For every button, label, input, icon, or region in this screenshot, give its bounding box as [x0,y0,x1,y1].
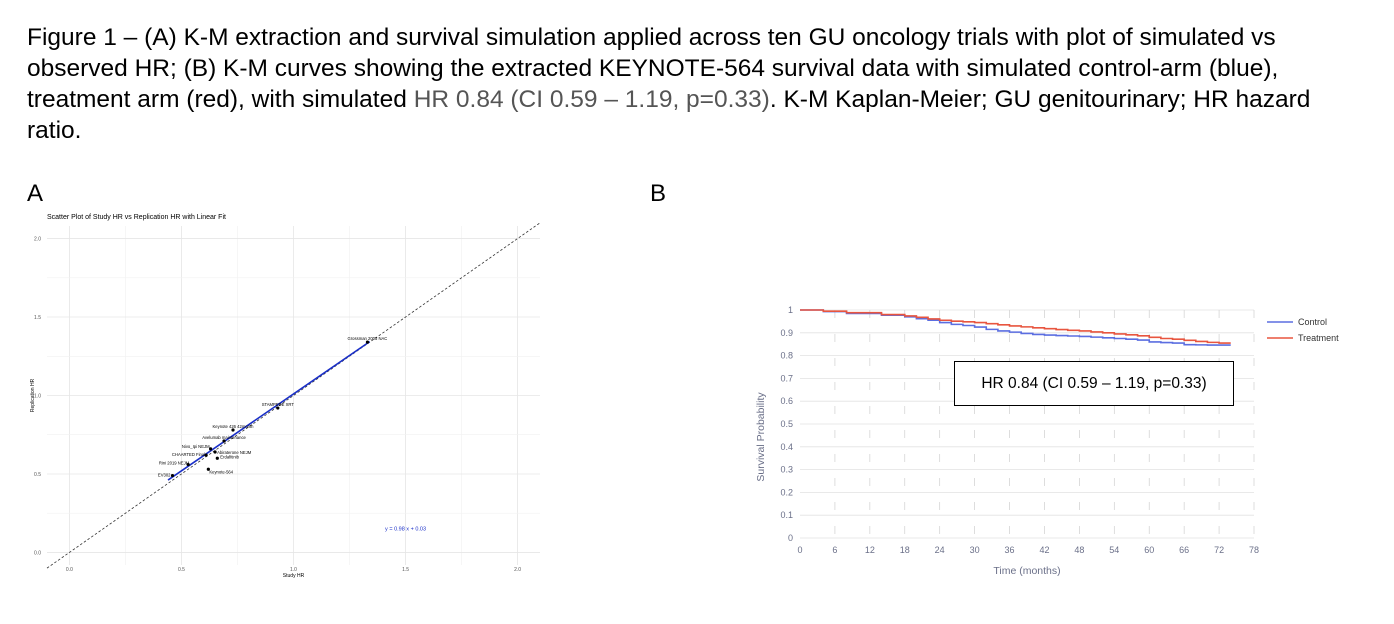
y-tick-label: 2.0 [34,237,41,243]
x-tick-label: 2.0 [514,567,521,573]
point-label: Keynote-564 [209,469,233,474]
y-tick-label: 0.3 [780,465,793,475]
y-tick-label: 0.4 [780,442,793,452]
fit-equation-label: y = 0.98 x + 0.03 [385,526,426,532]
point-label: Grossman 2003 NAC [348,336,388,341]
km-plot-panel-b: 0 0.1 0.2 0.3 0.4 0.5 0.6 0.7 0.8 0.9 1 0 6 12 18 24 30 3… [755,305,1339,577]
point-label: STAMPEDE XRT [262,402,295,407]
x-tick-label: 1.5 [402,567,409,573]
series-line-control [800,309,1231,346]
data-point [215,456,219,460]
caption-text-1: Figure 1 – (A) K-M extraction and surviv… [27,24,1279,113]
x-tick-label: 66 [1179,545,1189,555]
data-point [365,340,370,344]
y-tick-label: 1.0 [34,394,41,400]
y-axis-label: Replication HR [30,378,36,412]
point-label: Rini 2019 NEJM [159,461,190,466]
y-tick-label: 1 [788,305,793,315]
x-tick-label: 60 [1144,545,1154,555]
data-point [222,439,226,443]
hr-annotation-box: HR 0.84 (CI 0.59 – 1.19, p=0.33) [954,361,1234,406]
point-label: Nivo_Ipi NEJM [182,444,210,449]
x-tick-label: 72 [1214,545,1224,555]
x-tick-label: 0 [797,545,802,555]
point-label: Keynote 426 42month [213,424,255,429]
data-point [208,447,213,451]
data-point [170,473,175,478]
x-tick-label: 12 [865,545,875,555]
data-point [204,453,208,457]
y-tick-label: 0.7 [780,373,793,383]
scatter-plot-panel-a: Scatter Plot of Study HR vs Replication … [30,214,541,579]
x-tick-label: 48 [1074,545,1084,555]
x-tick-label: 24 [935,545,945,555]
y-tick-label: 0.5 [780,419,793,429]
y-tick-label: 0.5 [34,472,41,478]
reference-line-dashed [46,222,541,569]
y-tick-label: 0.9 [780,328,793,338]
point-label: CHAARTED Final [172,452,205,457]
x-tick-label: 54 [1109,545,1119,555]
scatter-title: Scatter Plot of Study HR vs Replication … [47,214,226,221]
data-point [276,406,280,410]
y-axis-label: Survival Probability [755,392,767,482]
point-label: Abiraterone NEJM [217,450,252,455]
x-tick-label: 36 [1005,545,1015,555]
y-tick-label: 0 [788,533,793,543]
y-tick-label: 0.2 [780,487,793,497]
caption-text-2: . K-M Kaplan-Meier; GU genitourinary; HR… [27,86,1311,144]
x-tick-label: 78 [1249,545,1259,555]
linear-fit-line [167,340,371,481]
x-axis-label: Time (months) [993,565,1060,577]
point-label: Erdafitinib [220,454,239,459]
y-tick-label: 1.5 [34,315,41,321]
point-label: Avelumab maintenance [202,435,246,440]
x-tick-label: 1.0 [290,567,297,573]
data-point [231,428,235,432]
series-line-treatment [800,309,1231,344]
x-axis-label: Study HR [283,573,305,579]
point-label: EV302 [158,473,171,478]
y-tick-label: 0.8 [780,351,793,361]
panel-a-letter: A [27,180,44,207]
hr-annotation-text: HR 0.84 (CI 0.59 – 1.19, p=0.33) [981,374,1207,392]
y-tick-label: 0.6 [780,396,793,406]
caption-hr-highlight: HR 0.84 (CI 0.59 – 1.19, p=0.33) [413,86,770,113]
data-point [186,462,190,467]
x-tick-label: 6 [832,545,837,555]
legend-label-treatment: Treatment [1298,333,1339,343]
panel-b-letter: B [650,180,667,207]
x-tick-label: 0.0 [66,567,73,573]
x-tick-label: 30 [970,545,980,555]
y-tick-label: 0.0 [34,550,41,556]
x-tick-label: 18 [900,545,910,555]
y-tick-label: 0.1 [780,510,793,520]
data-point [213,450,217,454]
data-point [206,467,210,471]
x-tick-label: 42 [1039,545,1049,555]
figure-caption: Figure 1 – (A) K-M extraction and surviv… [27,22,1367,146]
legend-label-control: Control [1298,317,1327,327]
x-tick-label: 0.5 [178,567,185,573]
